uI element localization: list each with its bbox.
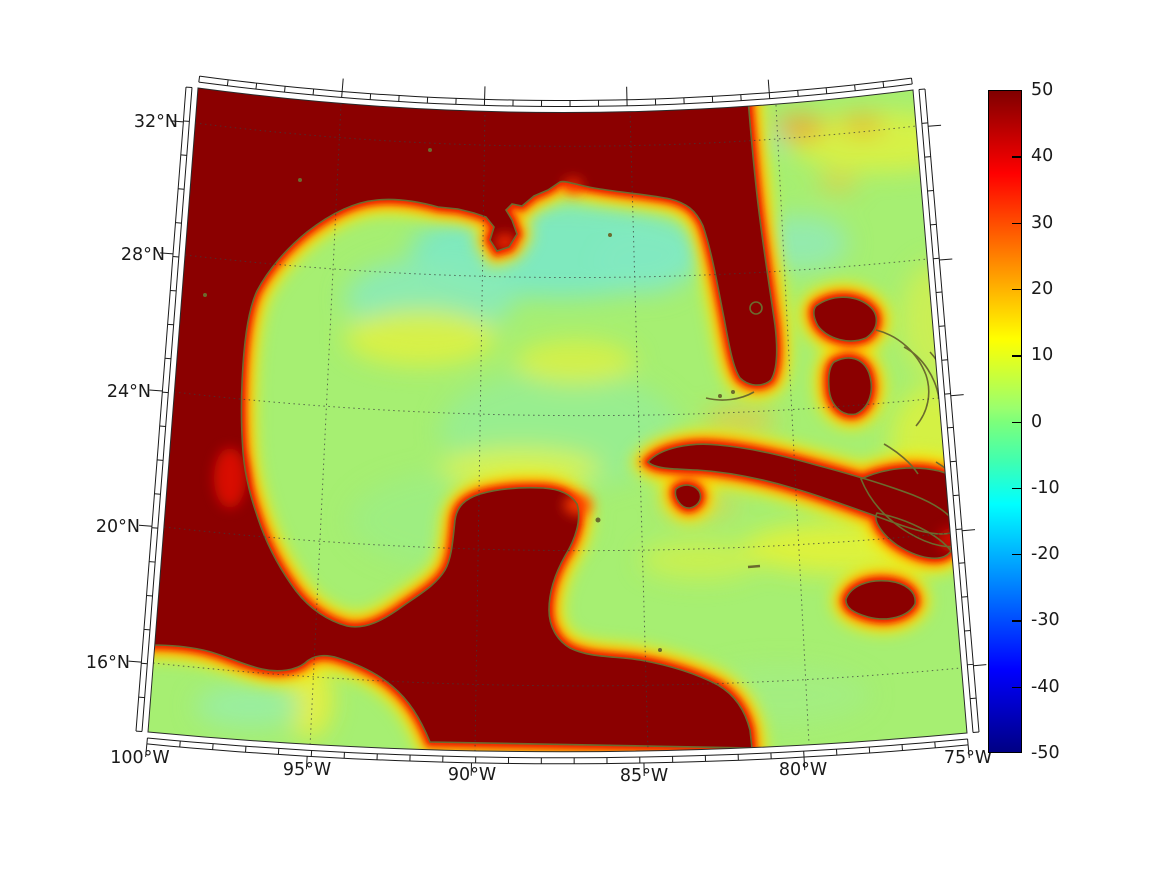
coastline-exuma-arc bbox=[883, 443, 919, 475]
frame-degree-connector bbox=[226, 79, 229, 86]
frame-degree-connector bbox=[930, 223, 937, 226]
frame-degree-connector bbox=[935, 291, 943, 294]
frame-major-tick bbox=[145, 743, 148, 757]
frame-major-tick bbox=[305, 756, 308, 770]
frame-degree-connector bbox=[797, 90, 799, 97]
frame-degree-connector bbox=[255, 83, 258, 90]
frame-major-tick bbox=[928, 124, 942, 127]
frame-degree-connector bbox=[146, 737, 148, 744]
meridian-90w bbox=[474, 109, 486, 752]
frame-major-tick bbox=[149, 389, 163, 392]
colorbar-tick-mark bbox=[1012, 487, 1021, 490]
frame-major-tick bbox=[962, 529, 976, 532]
axes-frame bbox=[128, 75, 987, 777]
graticule-layer bbox=[152, 103, 962, 752]
frame-degree-connector bbox=[972, 731, 979, 733]
frame-degree-connector bbox=[955, 528, 962, 530]
frame-degree-connector bbox=[938, 325, 945, 327]
frame-degree-connector bbox=[910, 78, 913, 85]
frame-major-tick bbox=[939, 258, 953, 261]
frame-major-tick bbox=[160, 252, 174, 255]
frame-degree-connector bbox=[198, 76, 201, 83]
colorbar-tick-mark bbox=[1012, 288, 1021, 291]
frame-degree-connector bbox=[921, 122, 928, 124]
frame-degree-connector bbox=[967, 663, 974, 666]
map-edge-outline bbox=[147, 87, 968, 753]
frame-degree-connector bbox=[882, 81, 885, 88]
coastline-cayman bbox=[747, 564, 761, 569]
frame-major-tick bbox=[803, 757, 806, 771]
colorbar-tick-mark bbox=[1012, 620, 1021, 622]
frame-band-inner bbox=[141, 87, 193, 732]
meridian-95w bbox=[309, 103, 342, 748]
frame-degree-connector bbox=[953, 494, 960, 497]
frame-major-tick bbox=[138, 524, 152, 527]
frame-degree-connector bbox=[944, 393, 951, 395]
small-islets bbox=[203, 148, 735, 652]
frame-degree-connector bbox=[964, 629, 971, 632]
frame-degree-connector bbox=[947, 426, 954, 429]
frame-degree-connector bbox=[918, 88, 925, 90]
colorbar-tick-mark bbox=[1012, 355, 1021, 357]
colorbar-tick-mark bbox=[1012, 222, 1021, 224]
frame-major-tick bbox=[341, 78, 344, 92]
frame-major-tick bbox=[170, 120, 184, 123]
coastline-florida-keys-arc bbox=[705, 391, 755, 401]
frame-band-outer bbox=[199, 75, 912, 101]
frame-degree-connector bbox=[941, 359, 948, 361]
frame-degree-connector bbox=[927, 190, 934, 192]
frame-degree-connector bbox=[934, 741, 936, 748]
frame-degree-connector bbox=[933, 257, 940, 260]
frame-major-tick bbox=[767, 79, 770, 93]
colorbar-tick-mark bbox=[1012, 421, 1021, 423]
frame-degree-connector bbox=[970, 697, 977, 700]
frame-major-tick bbox=[973, 664, 987, 667]
coastline-eleuthera-arc bbox=[875, 329, 930, 427]
frame-degree-connector bbox=[854, 84, 856, 91]
colorbar-tick-mark bbox=[1012, 156, 1021, 158]
frame-degree-connector bbox=[924, 156, 931, 158]
frame-band-inner bbox=[198, 81, 913, 107]
frame-band-outer bbox=[146, 743, 969, 765]
frame-degree-connector bbox=[825, 87, 828, 94]
frame-major-tick bbox=[967, 744, 970, 758]
frame-major-tick bbox=[950, 394, 964, 397]
colorbar-tick-mark bbox=[1012, 686, 1021, 689]
frame-degree-connector bbox=[950, 460, 957, 463]
frame-degree-connector bbox=[958, 562, 965, 564]
frame-degree-connector bbox=[312, 88, 315, 96]
frame-major-tick bbox=[128, 660, 142, 663]
lake-okeechobee bbox=[749, 301, 763, 315]
frame-band-outer bbox=[135, 87, 187, 732]
frame-band-inner bbox=[147, 737, 968, 759]
frame-degree-connector bbox=[967, 738, 969, 745]
frame-degree-connector bbox=[179, 740, 181, 747]
colorbar bbox=[988, 90, 1022, 753]
frame-band-outer bbox=[924, 88, 980, 733]
frame-degree-connector bbox=[961, 596, 968, 598]
coastline-cat-island-arc bbox=[903, 346, 940, 400]
colorbar-tick-mark bbox=[1012, 554, 1021, 556]
frame-degree-connector bbox=[284, 86, 286, 93]
map-clip-area bbox=[148, 88, 967, 752]
frame-band-inner bbox=[918, 89, 974, 733]
